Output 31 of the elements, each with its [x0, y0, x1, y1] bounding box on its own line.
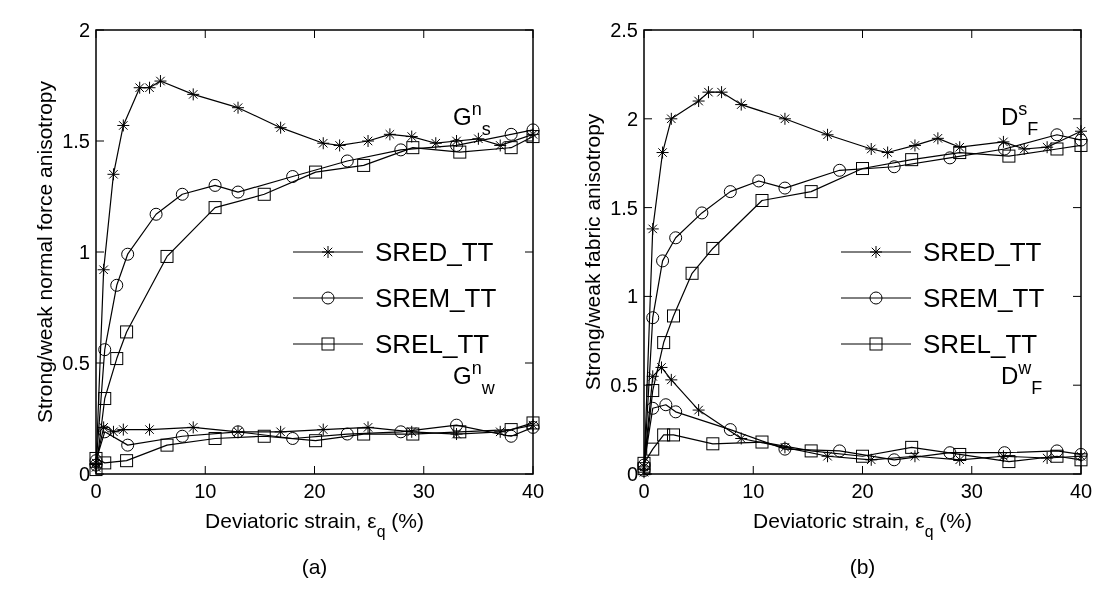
y-axis-title: Strong/weak fabric anisotropy — [581, 113, 604, 391]
legend-label: SRED_TT — [375, 237, 494, 267]
legend-label: SREL_TT — [375, 329, 490, 359]
legend-label: SREL_TT — [923, 329, 1038, 359]
y-tick-label: 1 — [626, 285, 638, 308]
y-tick-label: 1.5 — [62, 130, 90, 152]
y-tick-label: 2.5 — [610, 19, 638, 41]
y-axis-title: Strong/weak normal force anisotropy — [33, 80, 56, 423]
x-tick-label: 10 — [742, 480, 765, 502]
x-tick-label: 10 — [194, 480, 217, 502]
y-tick-label: 0.5 — [610, 374, 638, 397]
x-tick-label: 30 — [412, 480, 435, 502]
legend-label: SREM_TT — [375, 283, 497, 313]
text: (a) — [301, 555, 328, 578]
y-tick-label: 0.5 — [62, 352, 90, 374]
x-tick-label: 40 — [1069, 480, 1093, 502]
x-axis-title: Deviatoric strain, ε$_{q}$ (%) — [205, 509, 424, 540]
legend-label: SREM_TT — [923, 283, 1045, 313]
x-tick-label: 40 — [521, 480, 545, 502]
x-axis-title: Deviatoric strain, ε$_{q}$ (%) — [753, 509, 972, 540]
y-tick-label: 0 — [78, 463, 90, 485]
text: (b) — [849, 555, 876, 578]
y-tick-label: 1 — [78, 241, 90, 263]
x-tick-label: 30 — [960, 480, 983, 502]
legend-label: SRED_TT — [923, 237, 1042, 267]
x-tick-label: 20 — [303, 480, 326, 502]
y-tick-label: 2 — [78, 19, 90, 41]
y-tick-label: 1.5 — [610, 196, 638, 219]
y-tick-label: 0 — [626, 463, 638, 485]
x-tick-label: 20 — [851, 480, 874, 502]
y-tick-label: 2 — [626, 107, 638, 130]
